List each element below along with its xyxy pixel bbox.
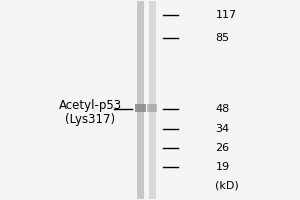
Text: 34: 34	[215, 124, 230, 134]
Text: (kD): (kD)	[215, 181, 239, 191]
Text: 117: 117	[215, 10, 236, 20]
Bar	[136, 1, 144, 199]
Text: 85: 85	[215, 33, 230, 43]
Bar	[148, 1, 156, 199]
Text: 26: 26	[215, 143, 230, 153]
Text: 48: 48	[215, 104, 230, 114]
Text: 19: 19	[215, 162, 230, 172]
Bar	[147, 104, 158, 112]
Text: Acetyl-p53: Acetyl-p53	[59, 99, 122, 112]
Text: (Lys317): (Lys317)	[65, 113, 116, 126]
Bar	[135, 104, 146, 112]
